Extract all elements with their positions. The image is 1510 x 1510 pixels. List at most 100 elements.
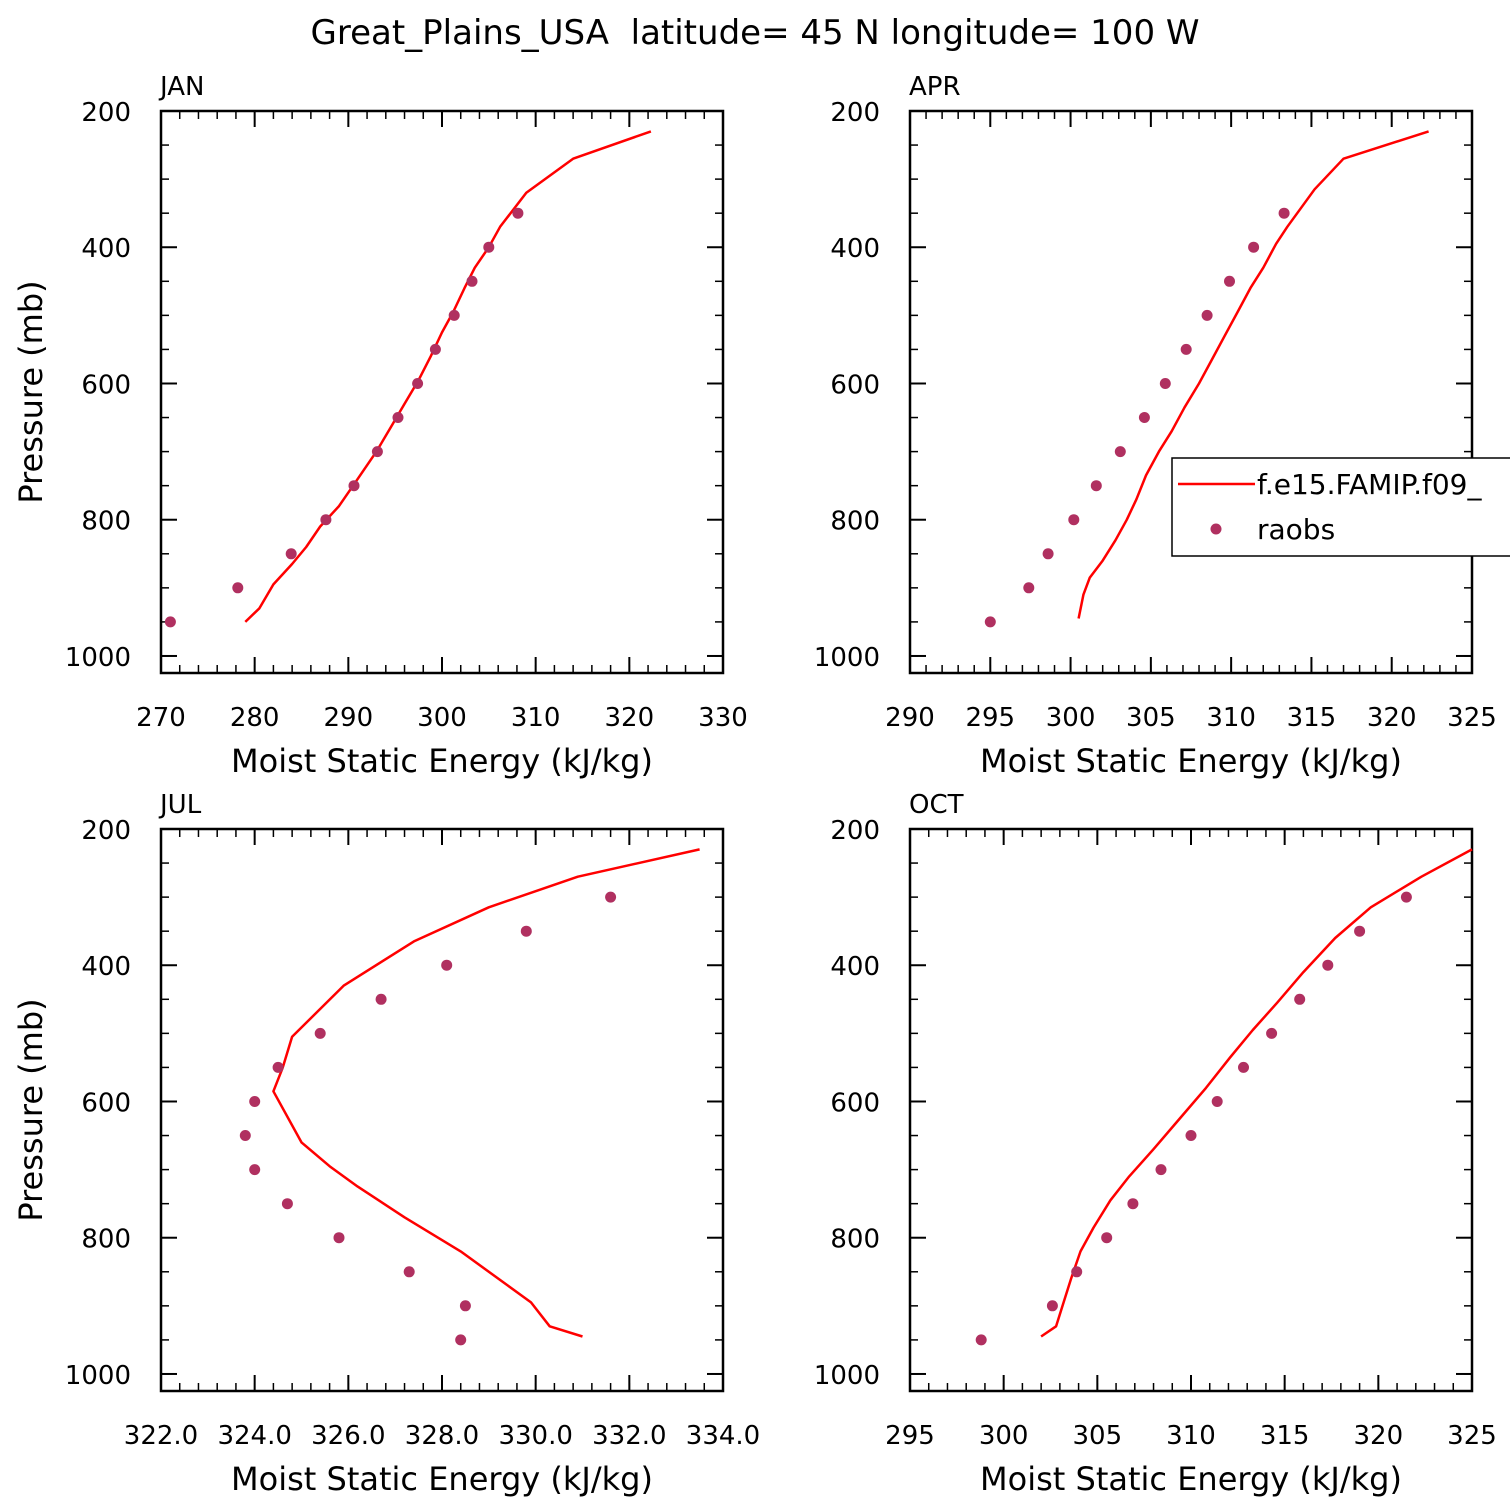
panel-1-x-tick-label: 290 <box>885 703 935 733</box>
panel-1-y-tick-label: 400 <box>830 234 880 264</box>
legend-model-label: f.e15.FAMIP.f09_ <box>1257 468 1482 501</box>
panel-0-y-tick-label: 800 <box>81 507 131 537</box>
panel-2-raobs-point <box>520 925 532 937</box>
panel-3-x-tick-label: 305 <box>1073 1421 1123 1451</box>
panel-3-raobs-point <box>1101 1232 1113 1244</box>
panel-0-raobs-point <box>285 548 297 560</box>
panel-2-raobs-point <box>605 891 617 903</box>
panel-2-plot-frame <box>159 827 725 1393</box>
panel-2-model-line <box>272 848 700 1338</box>
panel-3-model-line <box>1040 848 1473 1338</box>
panel-1-x-axis-label: Moist Static Energy (kJ/kg) <box>980 742 1402 780</box>
panel-2-x-tick-label: 328.0 <box>405 1421 479 1451</box>
panel-0-x-tick-label: 320 <box>605 703 655 733</box>
panel-0-y-tick-label: 400 <box>81 234 131 264</box>
panel-2-raobs-point <box>455 1334 467 1346</box>
panel-1-raobs-point <box>1023 582 1035 594</box>
panel-1-x-tick-label: 305 <box>1126 703 1176 733</box>
panel-3-raobs-point <box>1400 891 1412 903</box>
panel-2-raobs-point <box>249 1096 261 1107</box>
panel-0-raobs-point <box>348 480 360 492</box>
panel-1-x-tick-label: 310 <box>1206 703 1256 733</box>
panel-1-y-tick-label: 800 <box>830 507 880 537</box>
panel-0-y-axis-label: Pressure (mb) <box>12 280 50 503</box>
panel-3-raobs-point <box>1266 1027 1278 1039</box>
panel-1-raobs-point <box>1042 548 1054 560</box>
panel-2-raobs-point <box>272 1061 284 1073</box>
panel-0-raobs-point <box>371 446 383 458</box>
panel-0-y-tick-label: 600 <box>81 370 131 400</box>
panel-3-x-tick-label: 300 <box>979 1421 1029 1451</box>
panel-1-raobs-point <box>1159 378 1171 389</box>
panel-3-raobs-point <box>1238 1061 1249 1073</box>
panel-3-y-tick-label: 800 <box>830 1225 880 1255</box>
panel-jan: 270 280 290 300 310 320 330 200 400 600 800 1000 JAN… <box>12 72 748 780</box>
panel-3-raobs-point <box>1294 993 1306 1005</box>
panel-1-y-tick-label: 600 <box>830 370 880 400</box>
panel-3-panel-title: OCT <box>909 790 964 820</box>
panel-0-raobs-point <box>483 241 495 253</box>
panel-0-x-tick-label: 310 <box>511 703 561 733</box>
panel-1-raobs-point <box>1224 275 1235 287</box>
legend-obs-swatch <box>1210 523 1222 535</box>
panel-1-x-tick-label: 300 <box>1046 703 1096 733</box>
panel-jul: 322.0 324.0 326.0 328.0 330.0 332.0 334.0 200 40… <box>12 790 760 1498</box>
panel-1-x-tick-label: 295 <box>965 703 1015 733</box>
panel-3-x-tick-label: 325 <box>1447 1421 1497 1451</box>
panel-2-raobs-point <box>314 1027 326 1039</box>
panel-2-raobs-point <box>249 1164 261 1176</box>
panel-3-raobs-point <box>1211 1096 1223 1107</box>
panel-3-raobs-point <box>1185 1130 1197 1141</box>
panel-3-y-tick-label: 600 <box>830 1088 880 1118</box>
panel-1-model-line <box>1077 130 1429 619</box>
panel-2-raobs-point <box>441 959 453 971</box>
panel-3-raobs-point <box>1127 1198 1139 1210</box>
panel-3-raobs-point <box>1155 1164 1167 1176</box>
panel-0-raobs-point <box>320 514 332 526</box>
panel-3-raobs-point <box>1071 1266 1083 1278</box>
panel-1-raobs-point <box>1201 309 1213 321</box>
panel-0-y-tick-label: 200 <box>81 98 131 128</box>
panel-2-x-axis-label: Moist Static Energy (kJ/kg) <box>231 1460 653 1498</box>
panel-2-raobs-point <box>281 1198 293 1210</box>
panel-1-raobs-point <box>1138 412 1150 423</box>
panel-0-raobs-point <box>512 207 524 219</box>
panel-1-x-tick-label: 325 <box>1447 703 1497 733</box>
panel-0-raobs-point <box>164 616 176 628</box>
panel-1-raobs-point <box>1068 514 1080 526</box>
panel-1-raobs-point <box>1114 446 1126 458</box>
panel-3-raobs-point <box>1046 1300 1058 1312</box>
panel-1-x-tick-label: 320 <box>1367 703 1417 733</box>
panel-1-panel-title: APR <box>909 72 961 102</box>
panel-0-raobs-point <box>448 309 460 321</box>
panel-3-x-tick-label: 320 <box>1354 1421 1404 1451</box>
panel-3-x-tick-label: 310 <box>1166 1421 1216 1451</box>
panel-1-y-tick-label: 1000 <box>814 643 880 673</box>
panel-2-x-tick-label: 322.0 <box>124 1421 198 1451</box>
panel-1-x-tick-label: 315 <box>1287 703 1337 733</box>
panel-0-x-tick-label: 290 <box>324 703 374 733</box>
panel-0-raobs-point <box>232 582 244 594</box>
panel-3-y-tick-label: 1000 <box>814 1361 880 1391</box>
legend-box <box>1171 457 1510 557</box>
panel-1-raobs-point <box>1180 343 1192 355</box>
legend: f.e15.FAMIP.f09_ raobs <box>1171 457 1510 557</box>
panel-apr: 290 295 300 305 310 315 320 325 200 400 600 800 1000… <box>814 72 1497 780</box>
panel-0-raobs-point <box>412 378 424 389</box>
panel-2-y-tick-label: 800 <box>81 1225 131 1255</box>
panel-0-raobs-point <box>466 275 478 287</box>
panel-0-x-tick-label: 300 <box>417 703 467 733</box>
panel-2-panel-title: JUL <box>158 790 202 820</box>
panel-2-raobs-point <box>459 1300 471 1312</box>
panel-2-x-tick-label: 324.0 <box>217 1421 291 1451</box>
panel-2-raobs-point <box>375 993 387 1005</box>
panel-3-x-tick-label: 315 <box>1260 1421 1310 1451</box>
panel-oct: 295 300 305 310 315 320 325 200 400 600 800 1000 OCT… <box>814 790 1497 1498</box>
panel-1-raobs-point <box>1248 241 1260 253</box>
panel-2-y-tick-label: 600 <box>81 1088 131 1118</box>
panel-0-model-line <box>244 130 652 623</box>
panel-0-x-tick-label: 280 <box>230 703 280 733</box>
panel-0-plot-frame <box>159 109 725 675</box>
panel-0-x-tick-label: 270 <box>136 703 186 733</box>
